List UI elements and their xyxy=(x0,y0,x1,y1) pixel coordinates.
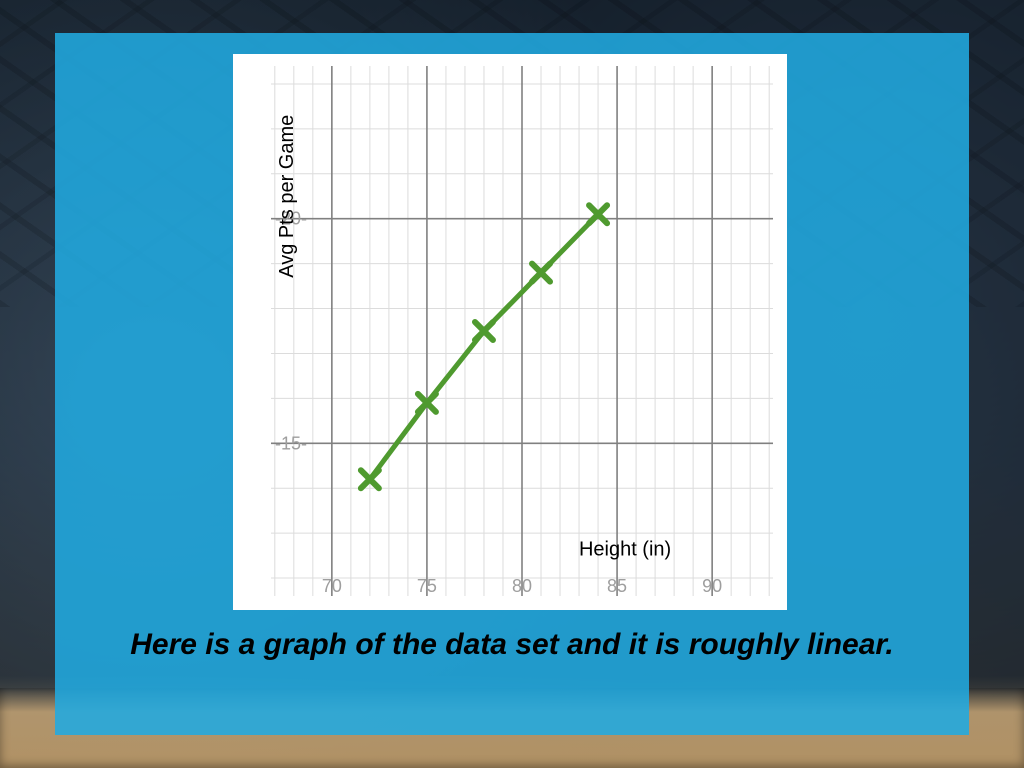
y-axis-label: Avg Pts per Game xyxy=(276,115,298,278)
content-card: 7075808590-15--20-Height (in)Avg Pts per… xyxy=(55,33,969,735)
x-tick-labels: 70 75 80 85 90 xyxy=(322,576,722,596)
chart-container: 7075808590-15--20-Height (in)Avg Pts per… xyxy=(233,54,787,610)
x-axis-label: Height (in) xyxy=(579,539,671,561)
svg-text:90: 90 xyxy=(702,576,722,596)
svg-text:85: 85 xyxy=(607,576,627,596)
svg-text:-15-: -15- xyxy=(275,433,307,453)
caption-text: Here is a graph of the data set and it i… xyxy=(55,627,969,663)
major-grid xyxy=(271,66,773,596)
svg-text:70: 70 xyxy=(322,576,342,596)
svg-text:75: 75 xyxy=(417,576,437,596)
scatter-line-chart: 7075808590-15--20-Height (in)Avg Pts per… xyxy=(233,54,787,610)
svg-text:80: 80 xyxy=(512,576,532,596)
